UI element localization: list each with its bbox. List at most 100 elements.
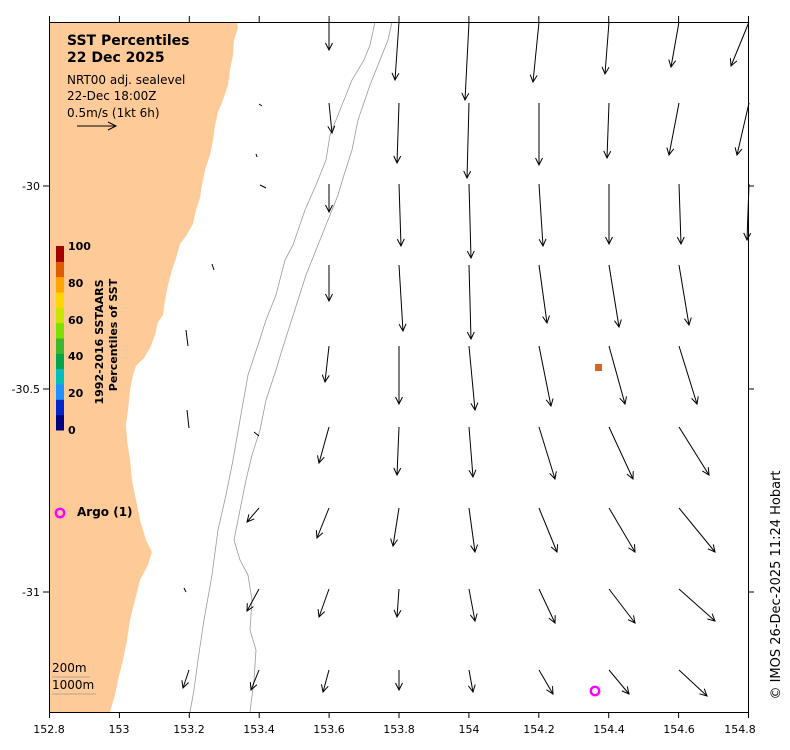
title-block: SST Percentiles 22 Dec 2025 NRT00 adj. s… (67, 33, 190, 131)
current-vector-arrow (678, 426, 710, 476)
current-vector-arrow (321, 345, 330, 384)
y-tick-label: -30 (22, 180, 40, 193)
current-vector-arrow (393, 588, 402, 619)
colorbar-segment (56, 322, 64, 339)
current-vector-arrow (538, 426, 557, 481)
current-vector-arrow (463, 102, 472, 180)
current-vector-arrow (320, 669, 330, 694)
current-vector-arrow (535, 103, 543, 167)
current-vector-arrow (325, 265, 333, 303)
current-vector-arrow (666, 102, 680, 157)
colorbar-segment (56, 307, 64, 324)
current-vector-arrow (395, 346, 403, 406)
argo-legend-marker (54, 507, 66, 519)
isobath-1000m (233, 21, 393, 713)
depth-label-1000m: 1000m (52, 678, 94, 692)
current-vector-arrow (608, 426, 634, 481)
isobath-200m (189, 21, 376, 713)
x-tick-label: 154 (459, 723, 480, 736)
x-tick-label: 154.6 (663, 723, 695, 736)
current-vector-arrow (468, 507, 478, 554)
current-vector-arrow (249, 669, 260, 692)
x-tick-label: 153.2 (173, 723, 205, 736)
colorbar-segment (56, 384, 64, 400)
axis-ticks (43, 16, 754, 718)
depth-label-200m: 200m (52, 661, 87, 675)
current-vector-arrow (181, 669, 190, 690)
current-vector-arrow (538, 264, 550, 325)
current-vector-arrow (317, 588, 330, 619)
current-vector-arrow (678, 507, 716, 553)
current-vector-arrow (315, 507, 330, 540)
colorbar-segment (56, 276, 64, 293)
argo-legend-label: Argo (1) (77, 505, 133, 519)
current-vector-arrow (468, 588, 478, 623)
current-vector-arrow (538, 183, 547, 248)
current-vector-arrow (538, 345, 554, 408)
current-vector-arrow (317, 426, 330, 465)
current-vector-arrow (605, 184, 613, 246)
colorbar-tick: 80 (68, 277, 84, 290)
current-vector-arrow (601, 21, 610, 76)
x-tick-label: 153.4 (243, 723, 275, 736)
current-vector-arrow (461, 21, 470, 102)
colorbar-ticks: 100 80 60 40 20 0 (68, 240, 91, 437)
colorbar-tick: 100 (68, 240, 91, 253)
current-vector-arrow (396, 183, 405, 248)
colorbar-tick: 60 (68, 314, 84, 327)
current-vector-arrow (467, 669, 476, 694)
colorbar-segment (56, 399, 64, 416)
y-tick-label: -30.5 (12, 383, 40, 396)
current-vector-arrow (466, 264, 475, 341)
current-vector-arrow (390, 507, 400, 548)
current-vector-arrow (538, 669, 554, 695)
current-vector-arrow (325, 184, 333, 214)
current-vector-arrow (678, 264, 692, 327)
current-vector-arrow (393, 426, 402, 477)
x-tick-label: 153.8 (383, 723, 415, 736)
current-vector-arrow (468, 345, 479, 412)
current-vectors (181, 21, 752, 697)
argo-legend: Argo (1) (54, 505, 133, 519)
current-vector-arrow (608, 588, 636, 624)
credit-text: © IMOS 26-Dec-2025 11:24 Hobart (769, 470, 784, 699)
current-vector-arrow (466, 183, 475, 260)
model-label: NRT00 adj. sealevel (67, 73, 185, 87)
x-axis-labels: 152.8 153 153.2 153.4 153.6 153.8 154 15… (33, 723, 756, 736)
current-vector-arrow (327, 102, 336, 135)
x-tick-label: 153 (109, 723, 130, 736)
colorbar-segment (56, 368, 64, 385)
current-vector-arrow (608, 345, 628, 406)
current-vector-arrow (608, 264, 622, 329)
colorbar-tick: 40 (68, 350, 84, 363)
colorbar-label-1: 1992-2016 SSTAARS (93, 279, 106, 404)
colorbar-segment (56, 414, 64, 431)
x-tick-label: 154.2 (523, 723, 555, 736)
current-vector-arrow (608, 669, 630, 695)
y-axis-labels: -30 -30.5 -31 (12, 180, 40, 599)
map-title: SST Percentiles (67, 33, 190, 49)
current-vector-arrow (325, 22, 333, 52)
colorbar (56, 246, 64, 431)
coastal-marks (183, 103, 267, 593)
current-vector-arrow (391, 21, 400, 82)
current-vector-arrow (246, 588, 260, 612)
colorbar-segment (56, 338, 64, 354)
current-vector-arrow (676, 183, 685, 246)
argo-float-marker[interactable] (589, 685, 601, 697)
colorbar-tick: 0 (68, 424, 76, 437)
time-label: 22-Dec 18:00Z (67, 89, 156, 103)
colorbar-segment (56, 353, 64, 370)
x-tick-label: 153.6 (313, 723, 345, 736)
map-date: 22 Dec 2025 (67, 50, 165, 66)
x-tick-label: 154.8 (724, 723, 756, 736)
scale-arrow (77, 121, 118, 131)
current-vector-arrow (603, 102, 612, 160)
current-vector-arrow (734, 102, 750, 157)
colorbar-tick: 20 (68, 387, 84, 400)
current-vector-arrow (678, 345, 699, 406)
coastline-land (50, 22, 238, 712)
current-vector-arrow (668, 21, 680, 69)
current-vector-arrow (538, 507, 559, 554)
depth-legend: 200m 1000m (52, 661, 96, 695)
